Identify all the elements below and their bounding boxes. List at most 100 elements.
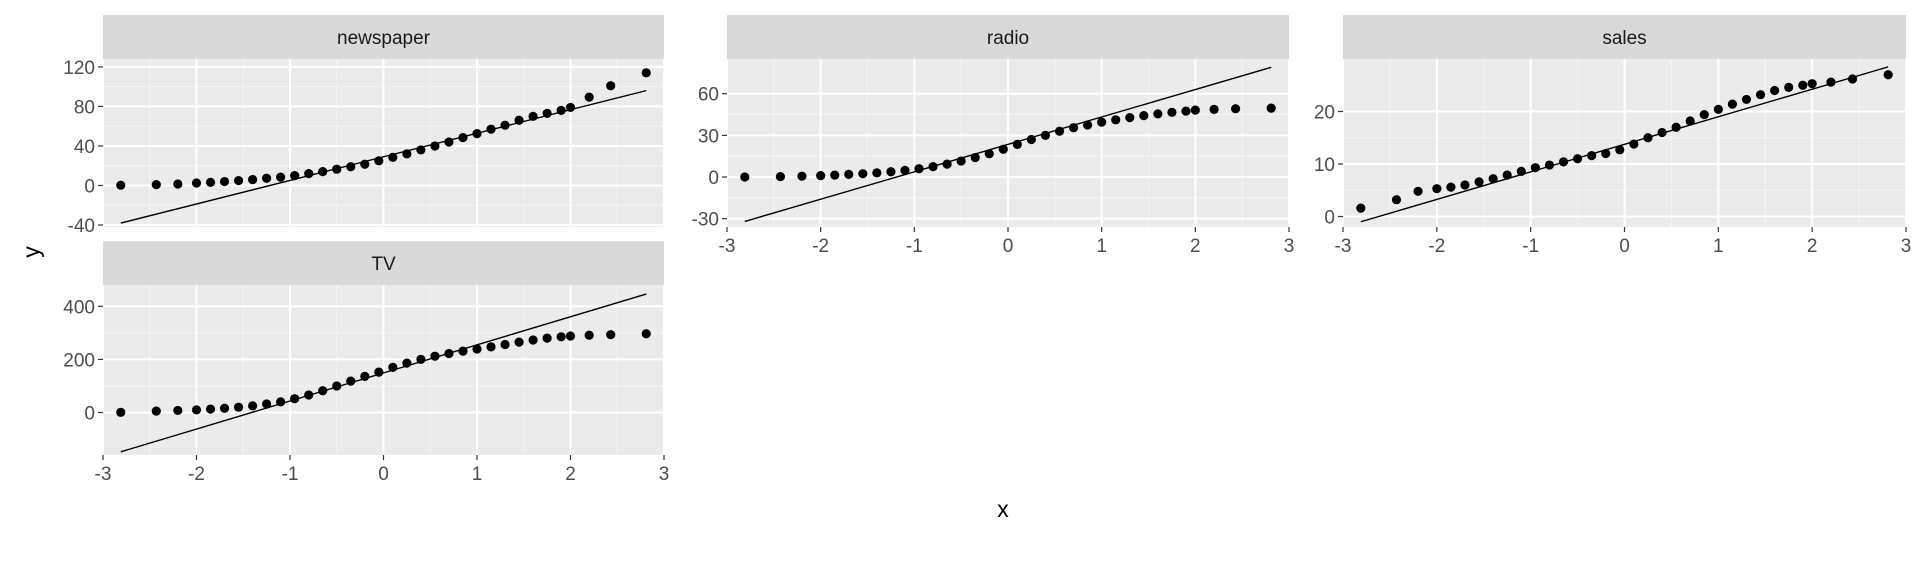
x-tick-label-radio: -3 [719, 236, 736, 257]
qq-point-tv [346, 376, 356, 386]
qq-point-sales [1727, 99, 1738, 109]
qq-point-sales [1356, 203, 1366, 213]
qq-point-tv [360, 371, 370, 381]
qq-point-newspaper [430, 141, 440, 151]
qq-point-radio [1111, 115, 1121, 125]
x-tick-label-radio: 2 [1190, 236, 1201, 257]
qq-point-newspaper [233, 175, 244, 186]
qq-point-newspaper [388, 152, 398, 162]
qq-point-tv [416, 354, 426, 364]
y-tick-label-tv: 200 [63, 350, 95, 371]
qq-point-radio [1139, 111, 1149, 121]
x-tick-label-sales: 2 [1807, 236, 1818, 257]
qq-point-radio [1231, 104, 1241, 114]
plot-area-newspaper [103, 59, 664, 227]
qq-point-newspaper [191, 178, 202, 188]
qq-point-tv [332, 381, 342, 391]
qq-point-tv [374, 367, 384, 377]
qq-point-newspaper [565, 102, 576, 113]
y-tick-label-radio: -30 [692, 210, 719, 231]
qq-point-sales [1699, 110, 1709, 120]
qq-reference-line-sales [1360, 66, 1889, 223]
qq-point-tv [528, 335, 538, 345]
y-tick-label-radio: 0 [708, 168, 719, 189]
qq-point-radio [998, 144, 1008, 154]
y-axis-title: y [18, 246, 44, 258]
qq-point-newspaper [116, 180, 126, 190]
qq-point-radio [956, 156, 966, 166]
plot-area-radio [727, 59, 1289, 227]
qq-point-sales [1807, 79, 1817, 89]
qq-point-radio [900, 165, 910, 175]
qq-point-sales [1671, 122, 1681, 132]
qq-point-radio [1266, 103, 1276, 113]
qq-point-newspaper [248, 174, 258, 185]
facet-newspaper: newspaper -40 0 40 80 120 [63, 15, 664, 237]
qq-point-sales [1446, 182, 1456, 192]
qq-point-sales [1558, 157, 1569, 167]
facet-sales: sales 0 10 20 -3 -2 -1 0 1 2 3 [1314, 15, 1911, 257]
qq-point-radio [1125, 112, 1135, 123]
qq-point-newspaper [528, 111, 538, 121]
strip-label-sales: sales [1602, 28, 1646, 49]
qq-point-tv [430, 351, 440, 361]
qq-point-radio [942, 159, 952, 169]
y-tick-label-newspaper: 40 [74, 137, 95, 158]
qq-point-tv [444, 348, 454, 359]
qq-point-radio [797, 171, 807, 181]
qq-point-sales [1601, 148, 1611, 159]
qq-point-radio [1190, 105, 1200, 115]
qq-point-sales [1587, 151, 1597, 161]
qq-point-tv [276, 397, 286, 407]
qq-point-radio [886, 167, 896, 177]
qq-point-newspaper [556, 105, 566, 115]
strip-sales [1343, 15, 1906, 59]
qq-point-radio [1026, 134, 1037, 145]
qq-point-newspaper [318, 167, 328, 177]
y-tick-label-sales: 20 [1314, 103, 1335, 124]
qq-point-radio [1167, 107, 1177, 117]
qq-point-newspaper [500, 120, 510, 130]
qq-point-tv [151, 406, 161, 416]
qq-point-tv [191, 405, 202, 415]
qq-point-sales [1502, 170, 1512, 180]
qq-point-tv [318, 386, 328, 396]
qq-point-tv [290, 394, 300, 404]
qq-point-sales [1432, 184, 1442, 194]
x-tick-label-sales: -2 [1428, 236, 1445, 257]
qq-point-sales [1847, 74, 1858, 84]
qq-point-tv [205, 404, 216, 414]
qq-point-newspaper [360, 159, 370, 169]
qq-point-radio [970, 152, 980, 163]
qq-point-radio [984, 149, 994, 159]
qq-point-newspaper [173, 179, 183, 189]
qq-point-newspaper [486, 124, 496, 134]
qq-point-newspaper [402, 149, 412, 159]
strip-label-radio: radio [987, 28, 1029, 49]
qq-point-newspaper [262, 173, 272, 183]
y-tick-label-radio: 60 [698, 85, 719, 106]
qq-point-newspaper [472, 129, 482, 139]
qq-point-radio [928, 162, 938, 172]
qq-point-sales [1474, 177, 1484, 187]
qq-point-radio [858, 169, 868, 179]
x-tick-label-tv: 1 [472, 464, 483, 485]
qq-point-tv [388, 362, 398, 372]
qq-point-tv [262, 399, 272, 409]
qq-point-radio [872, 168, 882, 178]
x-tick-label-radio: 0 [1003, 236, 1014, 257]
qq-point-tv [584, 330, 594, 340]
qq-point-tv [219, 403, 230, 413]
qq-point-tv [233, 402, 244, 412]
y-tick-label-newspaper: 80 [74, 97, 95, 118]
qq-point-radio [1083, 120, 1093, 130]
qq-point-newspaper [219, 176, 230, 187]
facet-tv: TV 0 200 400 -3 -2 -1 0 1 2 3 [63, 241, 669, 485]
qq-point-tv [402, 358, 412, 368]
qq-point-tv [458, 346, 468, 356]
qq-point-radio [1068, 123, 1079, 133]
x-tick-label-sales: -1 [1522, 236, 1539, 257]
qq-point-radio [1097, 117, 1107, 127]
qq-point-tv [565, 331, 576, 341]
